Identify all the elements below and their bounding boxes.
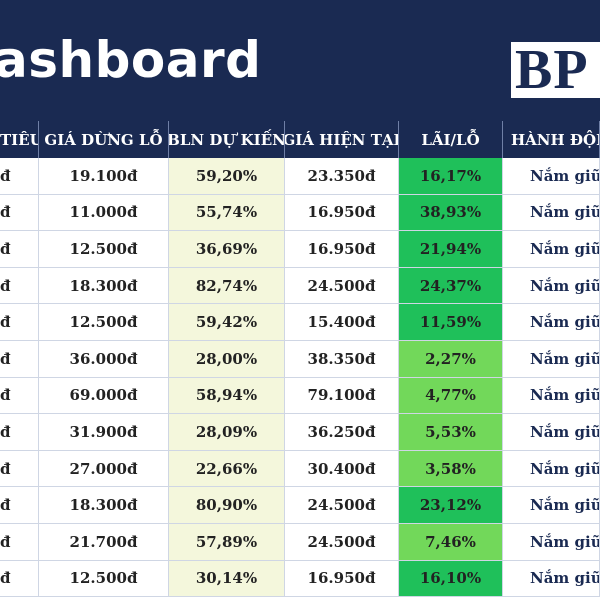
profit-loss-cell: 23,12% [399, 487, 503, 523]
target-cell: đ [0, 267, 39, 304]
target-cell: đ [0, 524, 39, 560]
column-header-action: HÀNH ĐỘN [503, 121, 600, 158]
target-cell: đ [0, 487, 39, 523]
stop-loss-cell: 18.300đ [39, 487, 169, 523]
current-price-cell: 16.950đ [285, 231, 399, 267]
profit-loss-cell: 16,17% [399, 158, 503, 194]
profit-loss-cell: 24,37% [399, 267, 503, 304]
stop-loss-cell: 31.900đ [39, 414, 169, 450]
target-cell: đ [0, 377, 39, 414]
column-header-profit-loss: LÃI/LỖ [399, 121, 503, 158]
profit-loss-cell: 3,58% [399, 450, 503, 487]
current-price-cell: 36.250đ [285, 414, 399, 450]
column-header-current-price: GIÁ HIỆN TẠI [285, 121, 399, 158]
profit-loss-cell: 2,27% [399, 341, 503, 377]
current-price-cell: 23.350đ [285, 158, 399, 194]
profit-loss-cell: 16,10% [399, 560, 503, 597]
table-row[interactable]: đ 36.000đ 28,00% 38.350đ 2,27% Nắm giữ [0, 341, 600, 378]
projected-profit-cell: 57,89% [169, 524, 285, 560]
table-row[interactable]: đ 31.900đ 28,09% 36.250đ 5,53% Nắm giữ [0, 414, 600, 451]
projected-profit-cell: 22,66% [169, 450, 285, 487]
table-row[interactable]: đ 18.300đ 80,90% 24.500đ 23,12% Nắm giữ [0, 487, 600, 524]
stop-loss-cell: 18.300đ [39, 267, 169, 304]
stop-loss-cell: 21.700đ [39, 524, 169, 560]
current-price-cell: 30.400đ [285, 450, 399, 487]
action-cell: Nắm giữ [503, 377, 600, 414]
profit-loss-cell: 11,59% [399, 304, 503, 340]
projected-profit-cell: 59,42% [169, 304, 285, 340]
projected-profit-cell: 28,00% [169, 341, 285, 377]
portfolio-table: TIÊU GIÁ DỪNG LỖ BLN DỰ KIẾN GIÁ HIỆN TẠ… [0, 121, 600, 600]
table-row[interactable]: đ 11.000đ 55,74% 16.950đ 38,93% Nắm giữ [0, 194, 600, 232]
stop-loss-cell: 12.500đ [39, 231, 169, 267]
page-title: ashboard [0, 31, 262, 89]
action-cell: Nắm giữ [503, 194, 600, 231]
table-row[interactable]: đ 18.300đ 82,74% 24.500đ 24,37% Nắm giữ [0, 267, 600, 305]
stop-loss-cell: 12.500đ [39, 304, 169, 340]
table-row[interactable]: đ 21.700đ 57,89% 24.500đ 7,46% Nắm giữ [0, 524, 600, 561]
target-cell: đ [0, 341, 39, 377]
target-cell: đ [0, 158, 39, 194]
stop-loss-cell: 69.000đ [39, 377, 169, 414]
projected-profit-cell: 80,90% [169, 487, 285, 523]
projected-profit-cell: 55,74% [169, 194, 285, 231]
action-cell: Nắm giữ [503, 267, 600, 304]
table-row[interactable]: đ 69.000đ 58,94% 79.100đ 4,77% Nắm giữ [0, 377, 600, 415]
current-price-cell: 16.950đ [285, 194, 399, 231]
action-cell: Nắm giữ [503, 231, 600, 267]
table-row[interactable]: đ 12.500đ 30,14% 16.950đ 16,10% Nắm giữ [0, 560, 600, 598]
current-price-cell: 24.500đ [285, 267, 399, 304]
table-row[interactable]: đ 12.500đ 36,69% 16.950đ 21,94% Nắm giữ [0, 231, 600, 268]
dashboard-banner: ashboard BP [0, 0, 600, 121]
brand-logo: BP [511, 42, 600, 98]
current-price-cell: 79.100đ [285, 377, 399, 414]
target-cell: đ [0, 414, 39, 450]
target-cell: đ [0, 450, 39, 487]
action-cell: Nắm giữ [503, 524, 600, 560]
projected-profit-cell: 30,14% [169, 560, 285, 597]
profit-loss-cell: 38,93% [399, 194, 503, 231]
profit-loss-cell: 4,77% [399, 377, 503, 414]
table-row[interactable]: đ 12.500đ 59,42% 15.400đ 11,59% Nắm giữ [0, 304, 600, 341]
action-cell: Nắm giữ [503, 560, 600, 597]
table-row[interactable]: đ 19.100đ 59,20% 23.350đ 16,17% Nắm giữ [0, 158, 600, 195]
current-price-cell: 16.950đ [285, 560, 399, 597]
action-cell: Nắm giữ [503, 158, 600, 194]
stop-loss-cell: 11.000đ [39, 194, 169, 231]
stop-loss-cell: 12.500đ [39, 560, 169, 597]
stop-loss-cell: 27.000đ [39, 450, 169, 487]
column-header-projected-profit: BLN DỰ KIẾN [169, 121, 285, 158]
projected-profit-cell: 36,69% [169, 231, 285, 267]
stop-loss-cell: 19.100đ [39, 158, 169, 194]
profit-loss-cell: 5,53% [399, 414, 503, 450]
brand-logo-text: BP [515, 42, 589, 98]
target-cell: đ [0, 231, 39, 267]
action-cell: Nắm giữ [503, 304, 600, 340]
column-header-target: TIÊU [0, 121, 39, 158]
action-cell: Nắm giữ [503, 487, 600, 523]
current-price-cell: 38.350đ [285, 341, 399, 377]
current-price-cell: 15.400đ [285, 304, 399, 340]
projected-profit-cell: 59,20% [169, 158, 285, 194]
action-cell: Nắm giữ [503, 341, 600, 377]
action-cell: Nắm giữ [503, 450, 600, 487]
projected-profit-cell: 58,94% [169, 377, 285, 414]
target-cell: đ [0, 304, 39, 340]
projected-profit-cell: 82,74% [169, 267, 285, 304]
profit-loss-cell: 21,94% [399, 231, 503, 267]
projected-profit-cell: 28,09% [169, 414, 285, 450]
target-cell: đ [0, 560, 39, 597]
column-header-stop-loss: GIÁ DỪNG LỖ [39, 121, 169, 158]
action-cell: Nắm giữ [503, 414, 600, 450]
current-price-cell: 24.500đ [285, 524, 399, 560]
current-price-cell: 24.500đ [285, 487, 399, 523]
target-cell: đ [0, 194, 39, 231]
table-row[interactable]: đ 27.000đ 22,66% 30.400đ 3,58% Nắm giữ [0, 450, 600, 488]
stop-loss-cell: 36.000đ [39, 341, 169, 377]
profit-loss-cell: 7,46% [399, 524, 503, 560]
